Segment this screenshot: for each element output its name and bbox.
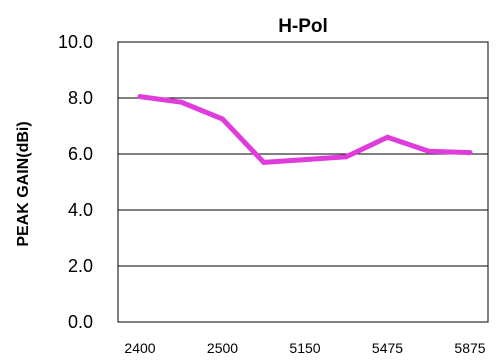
data-point xyxy=(385,134,390,140)
data-point xyxy=(426,148,432,154)
x-tick-label: 5875 xyxy=(454,340,485,356)
series-layer xyxy=(137,94,473,165)
data-point xyxy=(467,150,473,156)
y-tick-label: 4.0 xyxy=(68,200,93,220)
plot-area-frame xyxy=(117,41,489,323)
gridlines xyxy=(118,41,488,323)
data-point xyxy=(137,94,143,100)
y-tick-label: 10.0 xyxy=(58,32,93,52)
data-point xyxy=(302,157,308,163)
x-tick-label: 2400 xyxy=(124,340,155,356)
y-tick-label: 0.0 xyxy=(68,312,93,332)
x-tick-label: 5475 xyxy=(372,340,403,356)
y-tick-label: 2.0 xyxy=(68,256,93,276)
x-tick-label: 5150 xyxy=(289,340,320,356)
x-tick-label: 2500 xyxy=(207,340,238,356)
data-point xyxy=(178,99,184,105)
data-point xyxy=(343,154,349,160)
y-tick-label: 8.0 xyxy=(68,88,93,108)
chart-title: H-Pol xyxy=(278,16,328,37)
x-axis-ticks: 2400 2500 5150 5475 5875 xyxy=(124,340,485,356)
data-point xyxy=(220,116,225,122)
y-tick-label: 6.0 xyxy=(68,144,93,164)
y-axis-ticks: 0.0 2.0 4.0 6.0 8.0 10.0 xyxy=(58,32,93,332)
y-axis-label: PEAK GAIN(dBi) xyxy=(15,121,32,246)
series-line xyxy=(137,94,473,165)
data-point xyxy=(261,159,267,165)
